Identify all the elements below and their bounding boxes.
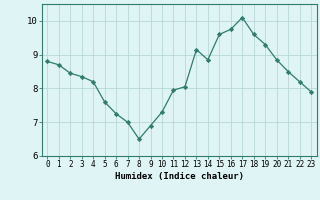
X-axis label: Humidex (Indice chaleur): Humidex (Indice chaleur) [115,172,244,181]
